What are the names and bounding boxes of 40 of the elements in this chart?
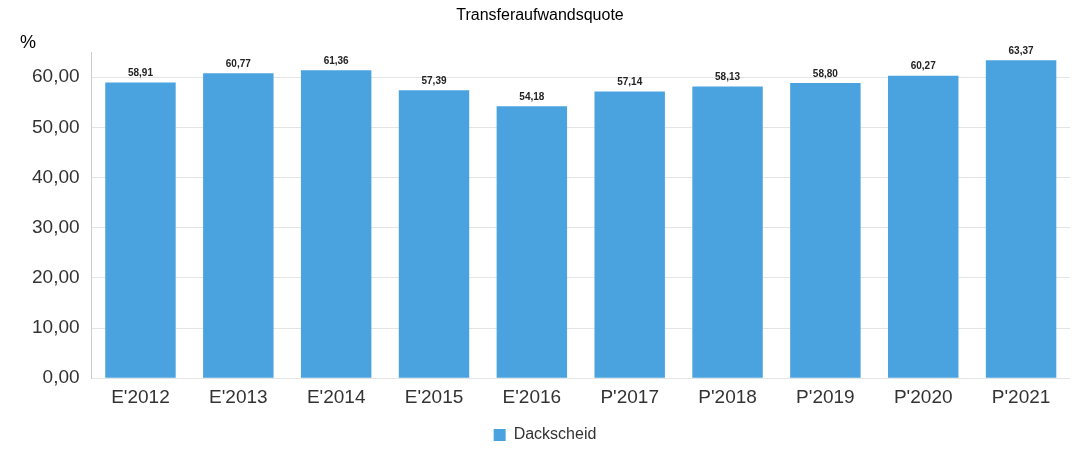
data-label: 61,36 bbox=[323, 55, 350, 67]
y-tick-label: 10,00 bbox=[32, 316, 80, 338]
bar bbox=[790, 83, 861, 378]
chart-title: Transferaufwandsquote bbox=[455, 6, 625, 24]
bar bbox=[300, 70, 372, 378]
data-label: 63,37 bbox=[1008, 44, 1035, 56]
y-tick-label: 30,00 bbox=[32, 215, 80, 237]
y-tick-label: 60,00 bbox=[32, 65, 80, 87]
y-tick-label: 20,00 bbox=[32, 266, 80, 288]
data-label: 57,39 bbox=[421, 74, 447, 86]
bar bbox=[888, 75, 959, 378]
bar bbox=[398, 90, 470, 378]
x-tick-label: E'2014 bbox=[306, 385, 366, 407]
data-label: 58,13 bbox=[715, 71, 741, 83]
bar bbox=[203, 73, 274, 378]
y-tick-label: 40,00 bbox=[32, 165, 80, 187]
x-tick-label: E'2012 bbox=[111, 385, 170, 407]
data-label: 60,77 bbox=[225, 57, 252, 69]
legend-label: Dackscheid bbox=[513, 425, 597, 443]
y-tick-label: 50,00 bbox=[32, 115, 80, 137]
bar bbox=[105, 82, 176, 378]
bar bbox=[985, 60, 1057, 378]
data-label: 58,80 bbox=[812, 67, 839, 79]
data-label: 57,14 bbox=[617, 76, 643, 88]
x-tick-label: P'2017 bbox=[600, 385, 659, 407]
x-tick-label: E'2015 bbox=[404, 385, 464, 407]
y-tick-label: 0,00 bbox=[42, 366, 80, 388]
x-tick-label: P'2019 bbox=[796, 385, 855, 407]
x-tick-label: E'2013 bbox=[209, 385, 268, 407]
y-axis-title: % bbox=[20, 32, 37, 53]
x-tick-label: P'2021 bbox=[991, 385, 1051, 407]
data-label: 60,27 bbox=[910, 60, 937, 72]
bar bbox=[594, 91, 665, 378]
x-tick-label: P'2020 bbox=[893, 385, 953, 407]
data-label: 54,18 bbox=[519, 91, 545, 103]
bar bbox=[692, 86, 763, 378]
data-label: 58,91 bbox=[127, 67, 154, 79]
x-tick-label: P'2018 bbox=[698, 385, 757, 407]
x-tick-label: E'2016 bbox=[502, 385, 562, 407]
bar bbox=[496, 106, 568, 378]
